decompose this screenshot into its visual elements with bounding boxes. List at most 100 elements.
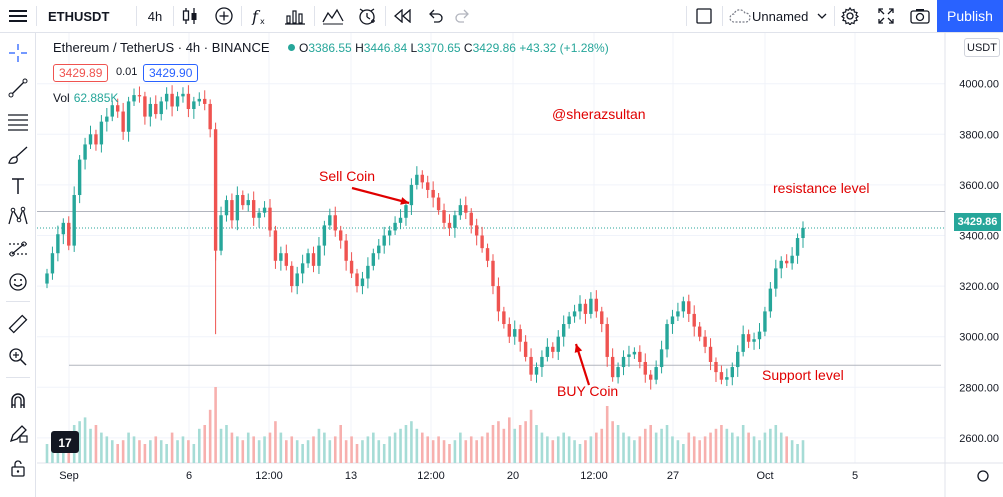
currency-button[interactable]: USDT bbox=[964, 38, 1000, 57]
replay-icon[interactable] bbox=[389, 0, 417, 32]
layout-name-button[interactable]: Unnamed bbox=[752, 8, 809, 24]
sell-coin-annotation[interactable]: Sell Coin bbox=[319, 168, 376, 184]
volume-bar bbox=[769, 428, 772, 463]
sell-arrow bbox=[351, 186, 410, 205]
volume-bar bbox=[551, 440, 555, 463]
stay-in-drawing-mode-icon[interactable] bbox=[0, 419, 36, 449]
candle-body bbox=[774, 268, 778, 289]
gear-icon[interactable] bbox=[836, 0, 864, 32]
cloud-icon[interactable] bbox=[727, 0, 753, 32]
chart-pane[interactable]: 2600.00 2800.00 3000.00 3200.00 3400.00 3600.… bbox=[37, 33, 1003, 497]
candle-body bbox=[170, 93, 174, 107]
volume-bar bbox=[703, 436, 707, 463]
volume-bar bbox=[78, 421, 81, 463]
buy-coin-annotation[interactable]: BUY Coin bbox=[557, 383, 619, 399]
undo-icon[interactable] bbox=[421, 0, 449, 32]
candle-body bbox=[268, 207, 272, 231]
toolbar-divider bbox=[241, 6, 242, 26]
volume-bar bbox=[709, 432, 712, 463]
volume-bar bbox=[361, 440, 364, 463]
redo-icon[interactable] bbox=[449, 0, 477, 32]
candle-body bbox=[290, 265, 294, 287]
volume-legend[interactable]: Vol 62.885K bbox=[53, 91, 119, 105]
compare-add-icon[interactable] bbox=[209, 0, 239, 32]
camera-icon[interactable] bbox=[905, 0, 935, 32]
candle-body bbox=[328, 215, 332, 226]
candle-body bbox=[719, 372, 724, 380]
price-tick-label: 3200.00 bbox=[959, 281, 999, 293]
candle-body bbox=[208, 103, 212, 130]
candle-body bbox=[496, 286, 501, 312]
volume-bar bbox=[573, 440, 576, 463]
select-layout-icon[interactable] bbox=[690, 0, 718, 32]
lock-icon[interactable] bbox=[0, 453, 36, 483]
candles-icon[interactable] bbox=[176, 0, 204, 32]
volume-bar bbox=[241, 440, 245, 463]
time-tick-label: 12:00 bbox=[255, 470, 283, 482]
magnet-icon[interactable] bbox=[0, 386, 36, 416]
candle-body bbox=[393, 222, 397, 231]
watermark-annotation[interactable]: @sherazsultan bbox=[552, 106, 646, 122]
candle-body bbox=[251, 200, 256, 218]
ohlc-legend: O3386.55 H3446.84 L3370.65 C3429.86 +43.… bbox=[299, 41, 609, 55]
pattern-tool-icon[interactable] bbox=[0, 201, 36, 231]
alert-chart-icon[interactable] bbox=[318, 0, 348, 32]
high-value: 3446.84 bbox=[363, 41, 408, 55]
svg-text:f: f bbox=[251, 7, 261, 25]
volume-bar bbox=[622, 432, 625, 463]
chevron-down-icon[interactable] bbox=[814, 0, 830, 32]
candle-body bbox=[355, 273, 359, 287]
candle-body bbox=[741, 334, 745, 352]
alarm-clock-icon[interactable] bbox=[352, 0, 382, 32]
resistance-annotation[interactable]: resistance level bbox=[773, 180, 870, 196]
trend-line-icon[interactable] bbox=[0, 73, 36, 103]
time-tick-label: Sep bbox=[59, 470, 79, 482]
volume-bar bbox=[720, 425, 723, 463]
fib-retracement-icon[interactable] bbox=[0, 107, 36, 137]
candle-body bbox=[790, 255, 794, 264]
candle-body bbox=[513, 329, 517, 337]
candle-body bbox=[148, 103, 153, 117]
symbol-legend-title[interactable]: Ethereum / TetherUS · 4h · BINANCE bbox=[53, 40, 270, 55]
publish-button[interactable]: Publish bbox=[937, 0, 1003, 32]
volume-bar bbox=[469, 436, 473, 463]
volume-bar bbox=[127, 432, 130, 463]
volume-bar bbox=[415, 428, 419, 463]
prediction-tool-icon[interactable] bbox=[0, 234, 36, 264]
symbol-search-button[interactable]: ETHUSDT bbox=[48, 8, 110, 24]
volume-bar bbox=[301, 444, 304, 463]
menu-icon[interactable] bbox=[0, 0, 36, 32]
candle-body bbox=[561, 324, 566, 337]
fullscreen-icon[interactable] bbox=[872, 0, 900, 32]
volume-bar bbox=[100, 432, 103, 463]
interval-button[interactable]: 4h bbox=[147, 8, 163, 24]
templates-icon[interactable] bbox=[280, 0, 310, 32]
support-annotation[interactable]: Support level bbox=[762, 367, 844, 383]
text-tool-icon[interactable] bbox=[0, 171, 36, 201]
sell-price-button[interactable]: 3429.89 bbox=[53, 64, 109, 82]
crosshair-icon[interactable] bbox=[0, 38, 36, 68]
candle-body bbox=[572, 311, 577, 317]
candle-body bbox=[262, 207, 267, 213]
candle-body bbox=[708, 346, 713, 362]
candle-body bbox=[116, 105, 120, 112]
candle-body bbox=[610, 356, 615, 378]
volume-bar bbox=[796, 444, 799, 463]
smiley-icon[interactable] bbox=[0, 267, 36, 297]
candle-body bbox=[757, 331, 762, 340]
brush-icon[interactable] bbox=[0, 140, 36, 170]
price-tick-label: 3800.00 bbox=[959, 129, 999, 141]
price-chart[interactable]: 2600.00 2800.00 3000.00 3200.00 3400.00 3600.… bbox=[37, 33, 1003, 497]
zoom-in-icon[interactable] bbox=[0, 342, 36, 372]
ruler-icon[interactable] bbox=[0, 309, 36, 339]
buy-price-button[interactable]: 3429.90 bbox=[143, 64, 199, 82]
toolbar-divider bbox=[385, 6, 386, 26]
candle-body bbox=[181, 93, 185, 97]
volume-bar bbox=[676, 440, 680, 463]
volume-bar bbox=[45, 444, 49, 463]
candle-body bbox=[725, 377, 729, 380]
volume-bar bbox=[633, 440, 636, 463]
volume-bar bbox=[154, 436, 158, 463]
volume-bar bbox=[149, 440, 152, 463]
